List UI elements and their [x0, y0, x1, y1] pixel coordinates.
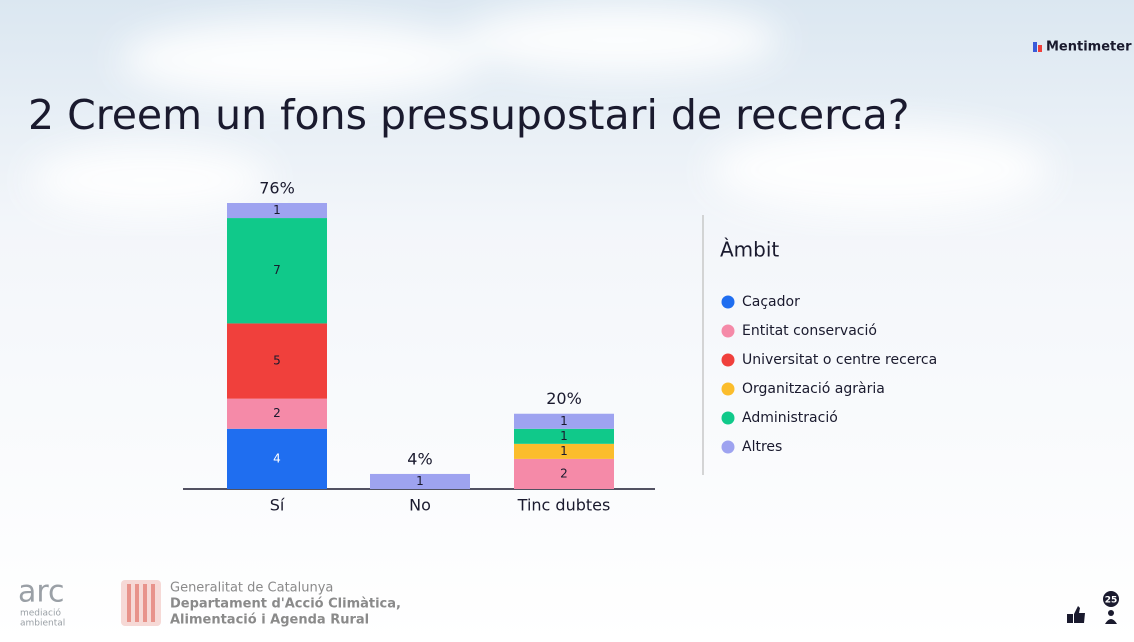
- legend-label: Organització agrària: [742, 381, 885, 397]
- slide-title: 2 Creem un fons pressupostari de recerca…: [28, 91, 910, 139]
- percentage-label: 4%: [407, 449, 432, 468]
- org: Generalitat de Catalunya: [170, 581, 333, 596]
- bar-segment: [514, 458, 614, 489]
- legend-marker: [721, 353, 735, 367]
- legend-label: Caçador: [742, 294, 800, 310]
- segment-label: 1: [560, 429, 568, 443]
- legend-marker: [721, 295, 735, 309]
- segment-label: 1: [560, 444, 568, 458]
- bar-segment: [227, 398, 327, 429]
- bar-segment: [227, 323, 327, 399]
- segment-label: 4: [273, 451, 281, 465]
- clouds: [30, 5, 1050, 215]
- bar-segment: [514, 413, 614, 429]
- bar-segment: [514, 443, 614, 459]
- bar-segment: [514, 428, 614, 444]
- segment-label: 1: [273, 203, 281, 217]
- segment-label: 1: [560, 414, 568, 428]
- x-tick-label: Sí: [270, 496, 285, 515]
- percentage-label: 76%: [259, 179, 295, 198]
- segment-label: 2: [560, 466, 568, 480]
- participants[interactable]: 25: [1103, 591, 1119, 624]
- bar-segment: [227, 428, 327, 489]
- legend-marker: [721, 382, 735, 396]
- participant-count: 25: [1105, 596, 1118, 606]
- x-tick-label: No: [409, 496, 431, 515]
- department: Departament d'Acció Climàtica,: [170, 597, 401, 612]
- segment-label: 5: [273, 354, 281, 368]
- logo: arc: [18, 575, 65, 610]
- segment-label: 7: [273, 263, 281, 277]
- legend-marker: [721, 324, 735, 338]
- brand-icon: [1033, 42, 1037, 52]
- logo-sub: mediació: [20, 608, 61, 619]
- segment-label: 1: [416, 474, 424, 488]
- bar-segment: [227, 218, 327, 324]
- brand: Mentimeter: [1046, 40, 1132, 55]
- legend-label: Universitat o centre recerca: [742, 352, 937, 368]
- legend-marker: [721, 411, 735, 425]
- legend-title: Àmbit: [720, 238, 779, 262]
- segment-label: 2: [273, 406, 281, 420]
- legend-label: Entitat conservació: [742, 323, 877, 339]
- legend-marker: [721, 440, 735, 454]
- x-tick-label: Tinc dubtes: [517, 496, 611, 515]
- logo-sub: ambiental: [20, 619, 65, 629]
- legend-label: Altres: [742, 439, 782, 455]
- bar-segment: [227, 203, 327, 219]
- bar-segment: [370, 473, 470, 489]
- percentage-label: 20%: [546, 389, 582, 408]
- legend-label: Administració: [742, 410, 838, 426]
- generalitat-shield: [121, 580, 161, 626]
- department: Alimentació i Agenda Rural: [170, 613, 369, 628]
- like-button[interactable]: [1067, 606, 1085, 623]
- brand-icon: [1038, 45, 1042, 52]
